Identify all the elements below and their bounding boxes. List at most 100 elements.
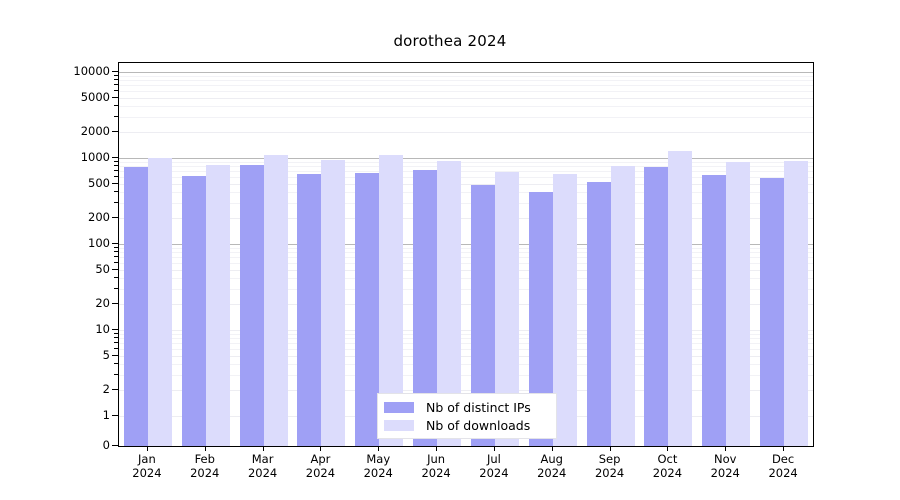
- gridline: [119, 289, 813, 290]
- gridline: [119, 85, 813, 86]
- gridline: [119, 375, 813, 376]
- gridline: [119, 166, 813, 167]
- gridline: [119, 80, 813, 81]
- bar-distinct-ips[interactable]: [355, 172, 380, 446]
- bar-distinct-ips[interactable]: [586, 181, 611, 446]
- y-axis-minor-tick-mark: [114, 176, 118, 177]
- x-axis-tick-label: Sep 2024: [595, 452, 624, 480]
- bar-group: [123, 63, 172, 446]
- gridline: [119, 270, 813, 271]
- legend-item[interactable]: Nb of distinct IPs: [384, 398, 548, 416]
- x-axis-tick-year: 2024: [421, 466, 451, 480]
- x-axis-tick-label: Oct 2024: [653, 452, 682, 480]
- gridline: [119, 390, 813, 391]
- y-axis-tick-label: 1: [102, 408, 110, 422]
- y-axis-tick-label: 20: [95, 296, 110, 311]
- y-axis-minor-tick-mark: [114, 202, 118, 203]
- bar-distinct-ips[interactable]: [760, 178, 785, 446]
- x-axis-tick-year: 2024: [247, 466, 278, 480]
- gridline: [119, 248, 813, 249]
- gridline: [119, 98, 813, 99]
- y-axis-minor-tick-mark: [114, 348, 118, 349]
- y-axis-minor-tick-mark: [114, 90, 118, 91]
- y-axis-minor-tick-mark: [114, 262, 118, 263]
- bar-group: [181, 63, 230, 446]
- bar-downloads[interactable]: [610, 166, 635, 446]
- bar-group: [586, 63, 635, 446]
- y-axis-tick-label: 100: [88, 236, 110, 250]
- y-axis-minor-tick-mark: [114, 251, 118, 252]
- y-axis-tick-mark: [112, 355, 118, 356]
- gridline: [119, 218, 813, 219]
- gridline: [119, 263, 813, 264]
- y-axis-tick-mark: [112, 97, 118, 98]
- x-axis-tick-month: Jan: [138, 452, 156, 466]
- gridline: [119, 257, 813, 258]
- bar-distinct-ips[interactable]: [644, 166, 669, 446]
- bar-downloads[interactable]: [668, 151, 693, 446]
- y-axis-tick-label: 10: [95, 322, 110, 336]
- bar-distinct-ips[interactable]: [123, 167, 148, 446]
- x-axis-tick-year: 2024: [537, 466, 567, 480]
- y-axis-minor-tick-mark: [114, 116, 118, 117]
- y-axis-minor-tick-mark: [114, 337, 118, 338]
- bar-downloads[interactable]: [263, 155, 288, 446]
- y-axis-tick-mark: [112, 303, 118, 304]
- chart-legend[interactable]: Nb of distinct IPs Nb of downloads: [377, 393, 557, 439]
- y-axis-minor-tick-mark: [114, 288, 118, 289]
- y-axis-tick-mark: [112, 445, 118, 446]
- x-axis-tick-label: Nov 2024: [711, 452, 740, 480]
- y-axis-tick-mark: [112, 131, 118, 132]
- bar-group: [644, 63, 693, 446]
- y-axis-tick-label: 2: [102, 382, 110, 397]
- x-axis-tick-label: Jan 2024: [132, 452, 161, 480]
- x-axis-tick-label: Aug 2024: [537, 452, 566, 480]
- gridline-major: [119, 158, 813, 159]
- y-axis-tick-mark: [112, 183, 118, 184]
- y-axis-minor-tick-mark: [114, 277, 118, 278]
- x-axis-tick-month: Feb: [194, 452, 215, 466]
- legend-item[interactable]: Nb of downloads: [384, 416, 548, 434]
- x-axis-tick-mark: [205, 446, 206, 451]
- x-axis-tick-mark: [725, 446, 726, 451]
- bar-distinct-ips[interactable]: [239, 164, 264, 446]
- bar-downloads[interactable]: [321, 160, 346, 446]
- bar-group: [297, 63, 346, 446]
- x-axis-tick-month: Apr: [310, 452, 331, 466]
- bar-distinct-ips[interactable]: [181, 175, 206, 446]
- y-axis-tick-mark: [112, 329, 118, 330]
- bar-group: [413, 63, 462, 446]
- x-axis-tick-mark: [436, 446, 437, 451]
- x-axis-tick-year: 2024: [768, 466, 798, 480]
- bar-downloads[interactable]: [205, 164, 230, 446]
- gridline: [119, 177, 813, 178]
- bar-distinct-ips[interactable]: [702, 174, 727, 446]
- bar-downloads[interactable]: [784, 160, 809, 446]
- bar-group: [239, 63, 288, 446]
- gridline: [119, 162, 813, 163]
- y-axis-tick-label: 200: [88, 210, 110, 225]
- y-axis-tick-mark: [112, 157, 118, 158]
- y-axis-minor-tick-mark: [114, 363, 118, 364]
- x-axis-tick-mark: [667, 446, 668, 451]
- bar-downloads[interactable]: [726, 161, 751, 446]
- x-axis-tick-month: Dec: [771, 452, 795, 466]
- gridline-major: [119, 72, 813, 73]
- x-axis-tick-year: 2024: [594, 466, 625, 480]
- x-axis-tick-label: Apr 2024: [306, 452, 335, 480]
- x-axis-tick-year: 2024: [710, 466, 740, 480]
- y-axis-minor-tick-mark: [114, 342, 118, 343]
- bar-group: [355, 63, 404, 446]
- bar-distinct-ips[interactable]: [297, 173, 322, 446]
- gridline: [119, 338, 813, 339]
- y-axis-minor-tick-mark: [114, 256, 118, 257]
- x-axis-tick-month: Mar: [251, 452, 274, 466]
- x-axis-tick-mark: [320, 446, 321, 451]
- bar-downloads[interactable]: [147, 158, 172, 446]
- x-axis-tick-year: 2024: [132, 466, 162, 480]
- y-axis-minor-tick-mark: [114, 105, 118, 106]
- x-axis-tick-mark: [494, 446, 495, 451]
- y-axis-tick-label: 5000: [80, 89, 110, 104]
- gridline: [119, 334, 813, 335]
